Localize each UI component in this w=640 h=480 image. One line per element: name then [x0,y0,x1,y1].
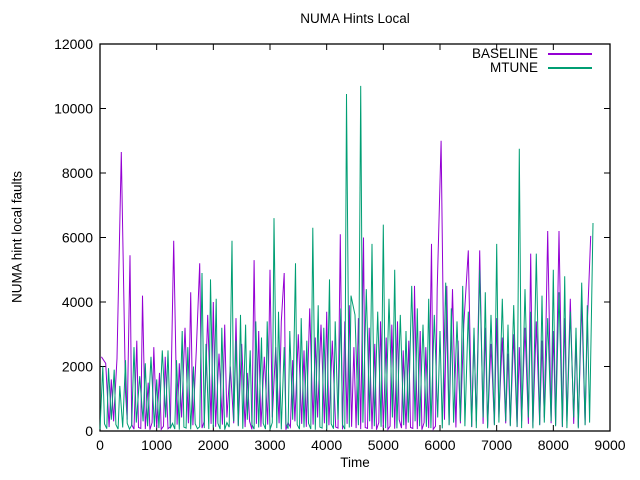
x-tick-label: 0 [96,437,104,453]
legend-line-sample-mtune [548,67,592,69]
y-tick-label: 2000 [62,359,93,375]
y-tick-label: 4000 [62,294,93,310]
x-tick-label: 7000 [481,437,512,453]
chart-title: NUMA Hints Local [300,11,410,26]
series-baseline-path [100,140,592,431]
y-axis-label: NUMA hint local faults [9,170,25,304]
series-mtune-path [99,85,594,431]
legend-entry-baseline: BASELINE [472,47,592,61]
x-tick-label: 3000 [254,437,285,453]
y-tick-label: 8000 [62,165,93,181]
x-tick-label: 5000 [368,437,399,453]
legend-label-baseline: BASELINE [471,46,538,61]
legend-entry-mtune: MTUNE [472,61,592,75]
legend: BASELINE MTUNE [472,47,592,75]
legend-label-mtune: MTUNE [490,60,538,75]
x-tick-label: 8000 [538,437,569,453]
y-tick-label: 0 [85,423,93,439]
x-tick-label: 2000 [198,437,229,453]
x-axis-label: Time [340,455,370,470]
y-tick-label: 6000 [62,230,93,246]
x-tick-label: 6000 [424,437,455,453]
x-tick-label: 9000 [594,437,625,453]
x-tick-label: 4000 [311,437,342,453]
y-tick-label: 10000 [54,101,93,117]
x-tick-label: 1000 [141,437,172,453]
y-tick-label: 12000 [54,36,93,52]
legend-line-sample-baseline [548,53,592,55]
